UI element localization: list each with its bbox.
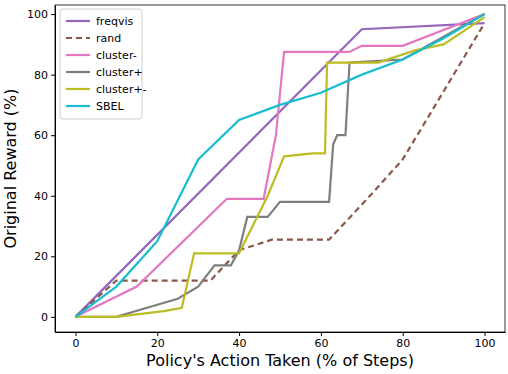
x-tick-label: 0: [72, 337, 79, 350]
y-tick-mark: [51, 196, 55, 197]
x-tick-label: 100: [475, 337, 496, 350]
legend-swatch: [66, 54, 90, 56]
y-tick-label: 20: [34, 250, 48, 263]
x-tick-mark: [75, 332, 76, 336]
y-tick-mark: [51, 75, 55, 76]
x-axis: 0 20 40 60 80 100: [56, 332, 506, 350]
series-line: [75, 23, 484, 317]
y-tick-label: 60: [34, 129, 48, 142]
y-axis: 0 20 40 60 80 100: [27, 6, 56, 333]
plot: 0 20 40 60 80 100 0 20 40 60 80 100 freqvis rand clust…: [27, 5, 506, 350]
y-tick-label: 40: [34, 190, 48, 203]
legend-swatch: [66, 20, 90, 22]
x-axis-line: [56, 332, 506, 333]
y-tick: 80: [34, 69, 55, 82]
y-tick-label: 0: [41, 311, 48, 324]
x-tick-label: 60: [314, 337, 328, 350]
x-tick: 60: [314, 332, 328, 350]
y-tick-mark: [51, 317, 55, 318]
y-tick: 40: [34, 190, 55, 203]
legend-swatch: [66, 37, 90, 39]
y-tick: 100: [27, 8, 55, 21]
legend-swatch: [66, 88, 90, 90]
y-tick-label: 100: [27, 8, 48, 21]
legend-box: [60, 9, 142, 119]
y-tick: 0: [41, 311, 55, 324]
x-tick: 40: [233, 332, 247, 350]
y-tick: 20: [34, 250, 55, 263]
frame: [55, 5, 505, 332]
x-tick: 20: [151, 332, 165, 350]
y-tick-label: 80: [34, 69, 48, 82]
x-tick-mark: [157, 332, 158, 336]
x-tick-mark: [485, 332, 486, 336]
x-tick-label: 80: [396, 337, 410, 350]
legend-label: cluster+: [96, 66, 143, 79]
x-tick: 100: [475, 332, 496, 350]
x-axis-title: Policy's Action Taken (% of Steps): [146, 351, 414, 370]
series-line: [75, 23, 484, 317]
x-tick-mark: [321, 332, 322, 336]
y-tick-mark: [51, 135, 55, 136]
x-tick-label: 40: [233, 337, 247, 350]
legend-swatch: [66, 105, 90, 107]
legend-label: freqvis: [96, 15, 133, 28]
y-axis-line: [55, 6, 56, 333]
legend-label: rand: [96, 32, 121, 45]
x-tick: 80: [396, 332, 410, 350]
legend: freqvis rand cluster-cluster+ cluster+- SBEL: [60, 9, 147, 119]
legend-swatch: [66, 71, 90, 73]
y-tick: 60: [34, 129, 55, 142]
x-tick-mark: [239, 332, 240, 336]
legend-label: cluster-: [96, 49, 137, 62]
x-tick-mark: [403, 332, 404, 336]
y-tick-mark: [51, 256, 55, 257]
y-tick-mark: [51, 14, 55, 15]
x-tick: 0: [72, 332, 79, 350]
x-tick-label: 20: [151, 337, 165, 350]
legend-label: SBEL: [96, 100, 124, 113]
chart: 0 20 40 60 80 100 0 20 40 60 80 100 freqvis rand clust…: [0, 0, 508, 374]
legend-label: cluster+-: [96, 83, 147, 96]
y-axis-title: Original Reward (%): [1, 88, 20, 248]
